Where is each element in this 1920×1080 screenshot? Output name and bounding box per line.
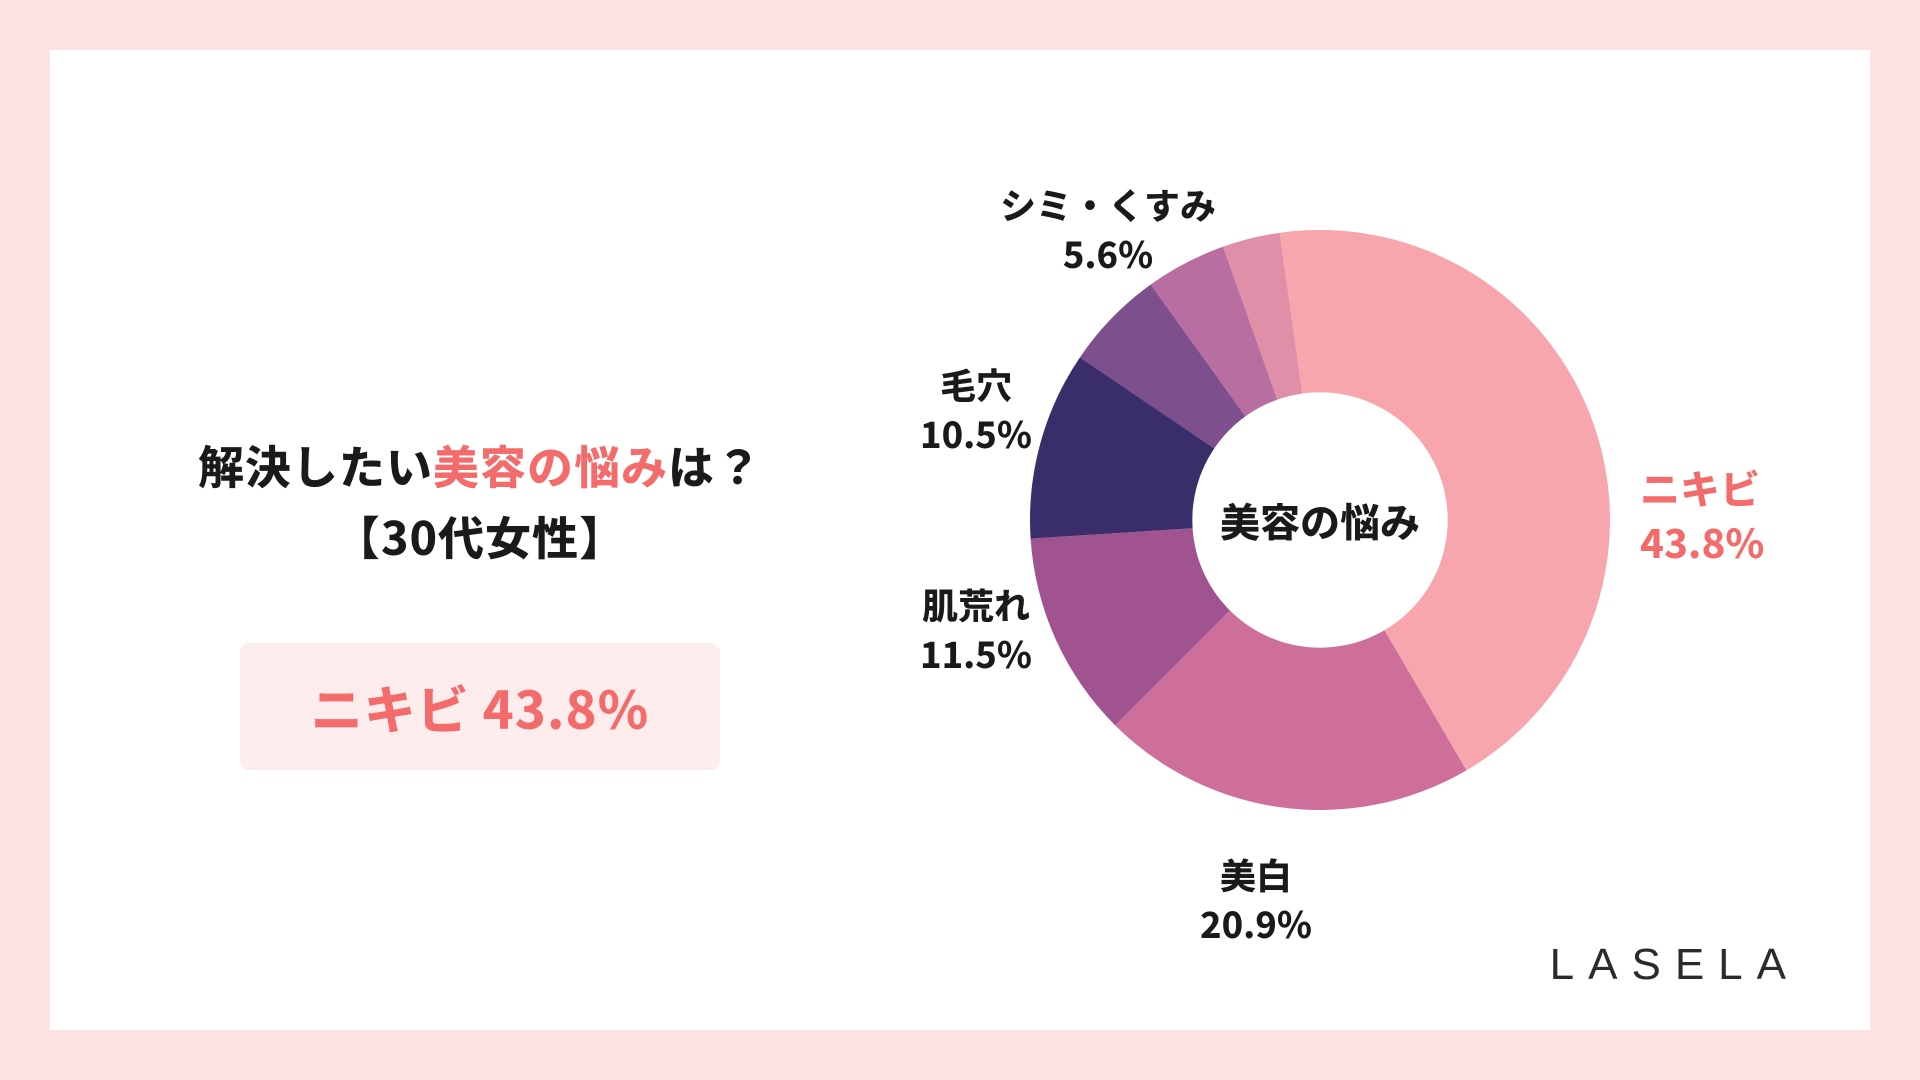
slice-label-pct: 5.6% bbox=[1000, 229, 1216, 278]
slice-label-name: 肌荒れ bbox=[922, 578, 1030, 630]
slice-label-pct: 11.5% bbox=[920, 629, 1032, 678]
slice-label-pct: 20.9% bbox=[1200, 899, 1312, 948]
left-panel: 解決したい美容の悩みは？ 【30代女性】 ニキビ 43.8% bbox=[150, 430, 810, 770]
brand-logo: LASELA bbox=[1550, 940, 1800, 990]
slice-label: 肌荒れ11.5% bbox=[920, 580, 1032, 677]
slice-label: 毛穴10.5% bbox=[920, 360, 1032, 457]
question-prefix: 解決したい bbox=[198, 432, 433, 498]
slice-label-pct: 43.8% bbox=[1640, 514, 1764, 568]
slice-label: シミ・くすみ5.6% bbox=[1000, 180, 1216, 277]
slice-label: ニキビ43.8% bbox=[1640, 460, 1764, 568]
slice-label: 美白20.9% bbox=[1200, 850, 1312, 947]
question-suffix: は？ bbox=[668, 432, 762, 498]
question-accent: 美容の悩み bbox=[433, 432, 668, 498]
highlight-text: ニキビ 43.8% bbox=[311, 669, 650, 744]
slice-label-name: シミ・くすみ bbox=[1000, 178, 1216, 230]
highlight-box: ニキビ 43.8% bbox=[240, 643, 720, 770]
slice-label-pct: 10.5% bbox=[920, 409, 1032, 458]
slice-label-name: 美白 bbox=[1220, 848, 1292, 900]
infographic-card: 解決したい美容の悩みは？ 【30代女性】 ニキビ 43.8% 美容の悩み ニキビ… bbox=[50, 50, 1870, 1030]
donut-svg bbox=[1030, 230, 1610, 810]
slice-label-name: ニキビ bbox=[1640, 458, 1760, 516]
donut-chart: 美容の悩み ニキビ43.8%美白20.9%肌荒れ11.5%毛穴10.5%シミ・く… bbox=[850, 110, 1800, 970]
question-text: 解決したい美容の悩みは？ 【30代女性】 bbox=[150, 430, 810, 573]
question-line2: 【30代女性】 bbox=[334, 503, 626, 569]
slice-label-name: 毛穴 bbox=[940, 358, 1012, 410]
